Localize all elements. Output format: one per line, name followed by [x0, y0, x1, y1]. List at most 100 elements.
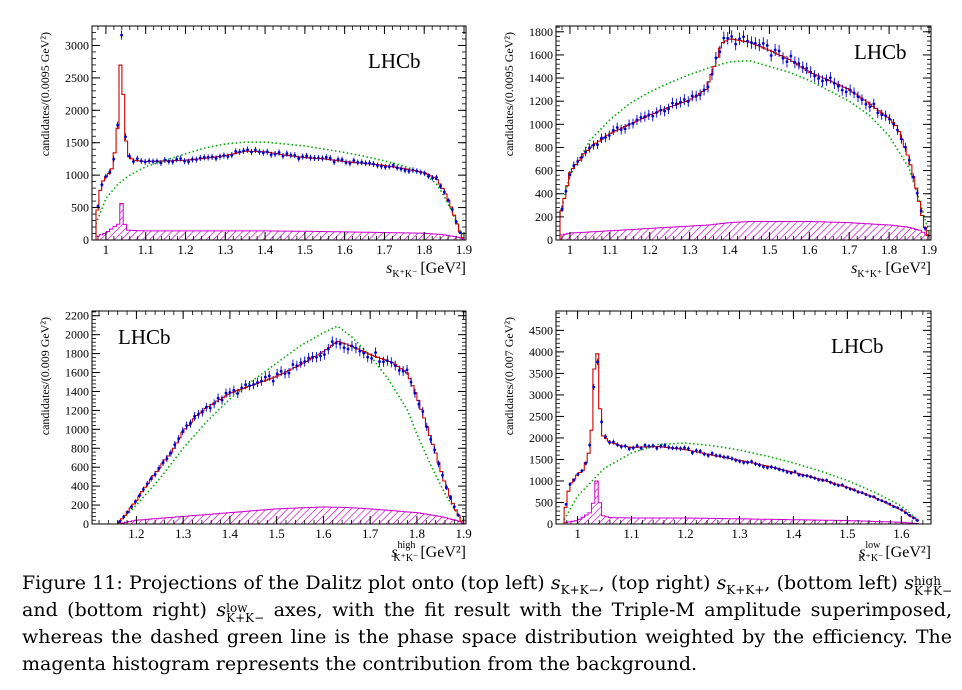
top-left-ytick-label: 0: [83, 233, 89, 247]
top-right-ytick-label: 1200: [529, 94, 553, 108]
bottom-right-data-point: [801, 473, 805, 478]
top-left-data-point: [458, 231, 462, 235]
bottom-left-data-point: [153, 471, 157, 478]
top-left-data-point: [234, 148, 238, 155]
top-right-data-point: [675, 98, 678, 110]
top-right-data-point: [698, 89, 702, 101]
bottom-right-data-point: [789, 470, 793, 475]
bottom-right-data-points: [564, 358, 919, 522]
bottom-right-data-point: [608, 439, 611, 445]
top-left-data-point: [210, 153, 214, 161]
top-left-data-point: [348, 160, 352, 167]
top-left-data-point: [309, 154, 312, 161]
top-left-xtick-label: 1.8: [416, 242, 432, 257]
bottom-right-data-point: [809, 474, 813, 479]
bottom-left-data-point: [208, 403, 212, 413]
top-right-data-point: [746, 34, 749, 48]
top-left-lhcb-label: LHCb: [368, 49, 421, 73]
caption-var-2: s: [716, 572, 727, 594]
top-left-phase-space-line: [95, 141, 465, 239]
top-right-data-point: [615, 122, 619, 133]
top-right-data-point: [694, 90, 698, 102]
bottom-right-data-point: [635, 443, 639, 449]
bottom-right-data-point: [900, 508, 903, 512]
bottom-right-data-point: [896, 506, 900, 510]
top-left-data-point: [450, 207, 454, 212]
caption-text-4: and (bottom right): [22, 599, 207, 621]
bottom-right-data-point: [726, 455, 730, 460]
top-left-data-point: [226, 153, 230, 160]
top-left-data-point: [131, 158, 135, 165]
top-right-data-point: [671, 97, 674, 109]
bottom-left-xtick-label: 1.2: [128, 526, 144, 541]
top-left-data-point: [218, 153, 222, 160]
top-right-ytick-label: 1000: [529, 117, 553, 131]
bottom-right-data-point: [773, 465, 777, 471]
top-left-data-point: [198, 154, 202, 162]
top-left-data-point: [423, 170, 427, 177]
top-left-data-point: [391, 162, 395, 169]
top-left-data-point: [159, 160, 163, 166]
top-left-data-point: [419, 169, 423, 176]
bottom-right-data-point: [912, 516, 915, 520]
bottom-left-phase-space-line: [117, 325, 465, 525]
bottom-left-data-point: [303, 356, 307, 367]
bottom-right-data-point: [572, 478, 576, 483]
top-left-data-point: [273, 150, 277, 158]
bottom-right-xtick-label: 1.1: [623, 526, 639, 541]
bottom-right-data-point: [746, 460, 750, 465]
bottom-left-data-point: [256, 377, 259, 388]
bottom-left-data-point: [244, 379, 248, 390]
bottom-left-data-point: [397, 365, 401, 376]
top-right-data-point: [750, 36, 753, 49]
bottom-right-data-point: [797, 472, 801, 477]
top-right-xtick-label: 1.2: [642, 242, 658, 257]
top-right-data-point: [623, 123, 627, 134]
bottom-right-data-point: [564, 502, 568, 506]
bottom-right-data-point: [584, 461, 588, 466]
top-left-data-point: [332, 159, 336, 166]
top-right-data-point: [592, 140, 595, 150]
top-right-data-point: [718, 45, 722, 58]
bottom-left-data-point: [421, 407, 425, 416]
bottom-right-data-point: [848, 487, 852, 491]
bottom-right-data-point: [730, 456, 734, 461]
top-right-data-point: [663, 106, 666, 117]
top-left-ytick-label: 1500: [65, 136, 89, 150]
top-right-data-point: [564, 187, 568, 195]
bottom-left-data-point: [236, 388, 240, 399]
bottom-left-data-point: [224, 388, 228, 398]
bottom-left-data-point: [275, 368, 279, 379]
top-left-data-point: [285, 150, 289, 157]
bottom-left-xtick-label: 1.6: [315, 526, 332, 541]
top-left-data-point: [297, 155, 301, 162]
bottom-right-xtick-label: 1.2: [677, 526, 693, 541]
top-right-data-point: [773, 43, 777, 57]
top-left-data-point: [281, 152, 285, 160]
bottom-right-data-point: [864, 492, 868, 497]
bottom-left-data-points: [118, 336, 460, 523]
bottom-left-data-point: [311, 351, 314, 363]
top-right-data-point: [651, 111, 655, 122]
bottom-left-data-point: [189, 419, 192, 428]
top-right-data-point: [682, 94, 686, 105]
top-left-data-point: [368, 160, 371, 166]
bottom-left-svg: 1.2 1.3 1.4 1.5 1.6 1.7 1.8 1.9 0 200 400 600 800 100…: [38, 309, 472, 564]
top-left-data-point: [139, 157, 143, 164]
bottom-right-data-point: [702, 451, 706, 457]
top-left-data-point: [100, 182, 104, 188]
bottom-left-data-point: [220, 395, 224, 405]
top-left-data-point: [328, 154, 332, 162]
top-right-data-point: [667, 103, 670, 115]
top-right-data-point: [888, 114, 891, 125]
bottom-left-data-point: [382, 356, 385, 367]
bottom-left-xtick-label: 1.3: [175, 526, 191, 541]
top-right-data-point: [828, 72, 832, 84]
top-left-data-point: [317, 154, 320, 162]
top-left-data-point: [446, 197, 450, 203]
bottom-right-data-point: [679, 446, 682, 451]
top-right-data-point: [872, 98, 876, 110]
bottom-right-data-point: [718, 453, 722, 459]
top-left-xtick-label: 1.1: [138, 242, 154, 257]
bottom-right-data-point: [821, 478, 825, 483]
